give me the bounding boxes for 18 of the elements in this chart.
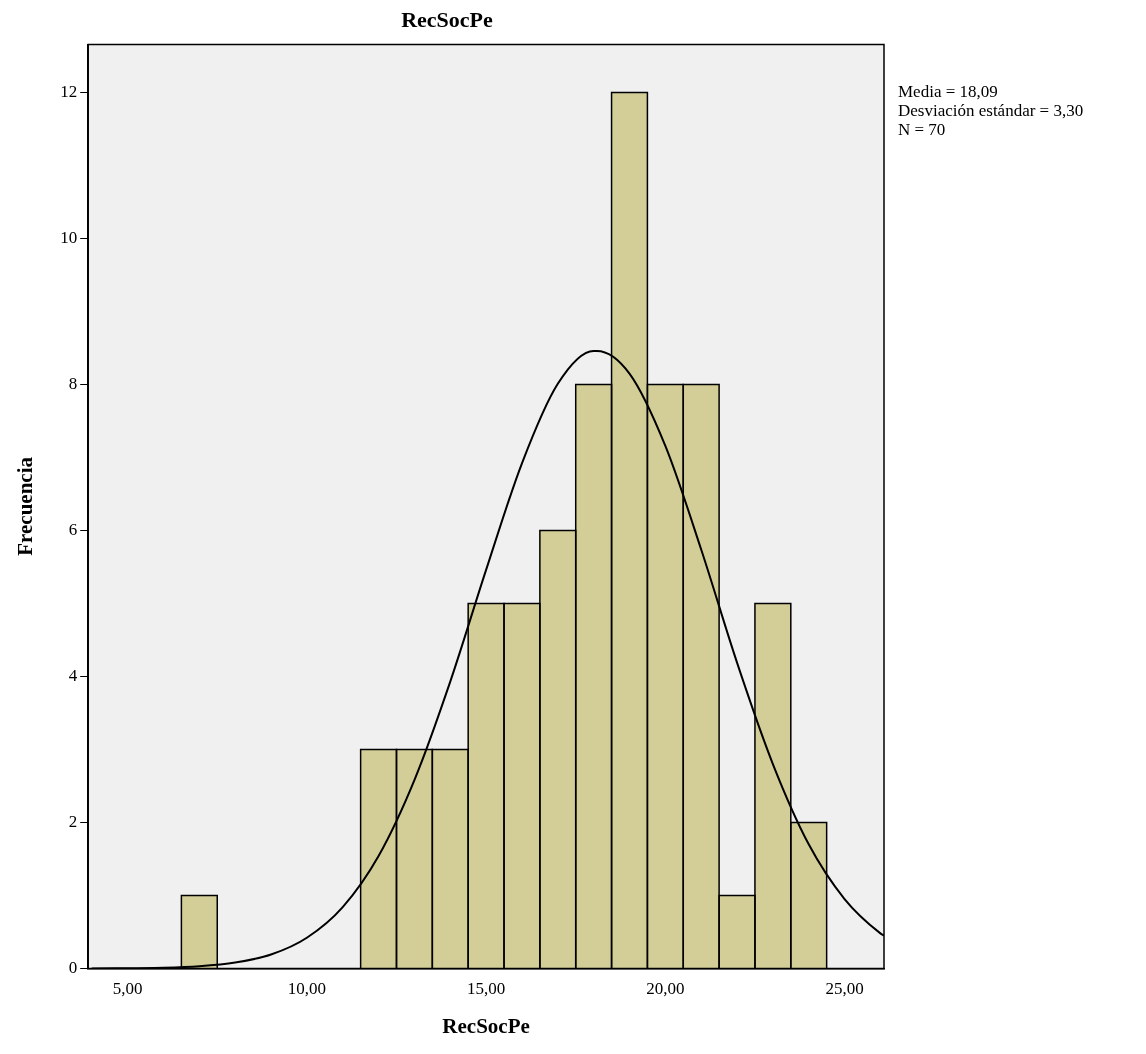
y-tick-label: 8: [68, 373, 78, 393]
text: N = 70: [898, 120, 946, 140]
x-tick-label: 5,00: [112, 979, 143, 999]
x-axis-title: RecSocPe: [442, 1013, 530, 1038]
y-tick-label: 2: [68, 811, 78, 831]
y-tick-label: 0: [68, 957, 78, 977]
text: Media = 18,09: [898, 82, 998, 102]
y-axis-title: Frecuencia: [13, 456, 38, 556]
y-tick-label: 10: [60, 228, 78, 248]
y-tick-label: 6: [68, 519, 78, 539]
y-tick-label: 4: [68, 665, 78, 685]
x-tick-label: 10,00: [287, 979, 326, 999]
x-tick-label: 25,00: [825, 979, 864, 999]
x-tick-label: 20,00: [646, 979, 685, 999]
x-tick-label: 15,00: [466, 979, 506, 999]
y-tick-label: 12: [60, 82, 78, 102]
chart-title: RecSocPe: [401, 6, 494, 32]
text: Desviación estándar = 3,30: [898, 101, 1084, 121]
